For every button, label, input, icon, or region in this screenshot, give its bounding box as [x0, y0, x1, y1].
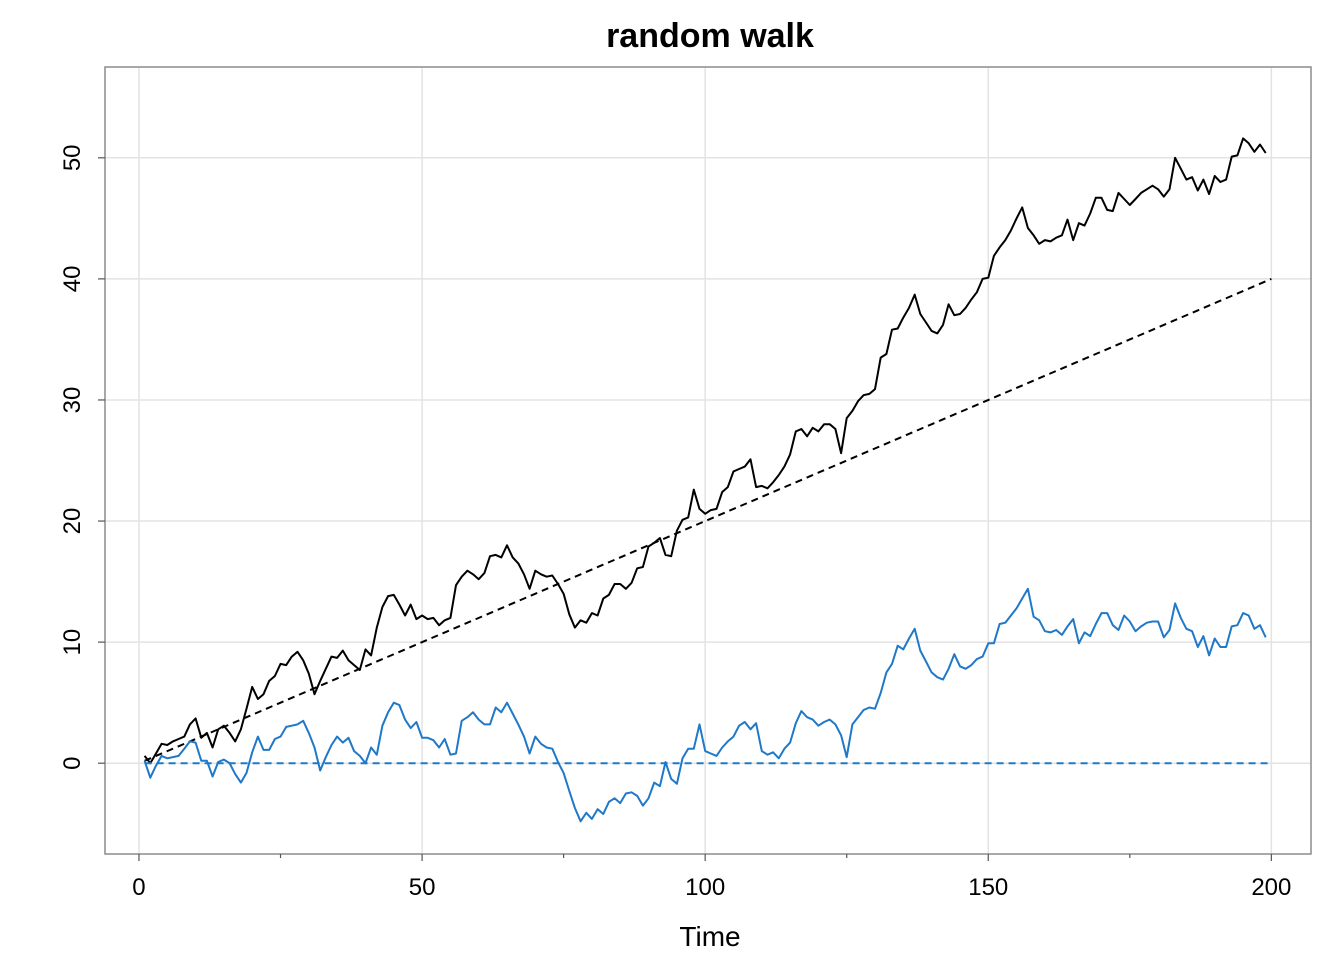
series-line-2: [144, 277, 1272, 762]
y-tick-label: 40: [59, 266, 86, 293]
y-tick-label: 20: [59, 508, 86, 535]
x-axis-label: Time: [679, 921, 740, 952]
axes: 0 50 100 150 200 0 10 20 30 40 50: [59, 144, 1291, 901]
series-line-1: [143, 137, 1267, 765]
y-tick-label: 10: [59, 629, 86, 656]
series-line-3: [143, 587, 1267, 823]
x-tick-label: 100: [685, 874, 725, 901]
x-tick-label: 150: [968, 874, 1008, 901]
y-tick-label: 30: [59, 387, 86, 414]
plot-frame: [104, 66, 1312, 855]
y-tick-label: 50: [59, 144, 86, 171]
x-tick-label: 200: [1251, 874, 1291, 901]
chart-title: random walk: [606, 17, 814, 55]
x-tick-label: 0: [132, 874, 145, 901]
gridlines: [105, 67, 1311, 854]
y-tick-label: 0: [59, 757, 86, 770]
series-lines: [143, 137, 1272, 823]
x-tick-label: 50: [409, 874, 436, 901]
